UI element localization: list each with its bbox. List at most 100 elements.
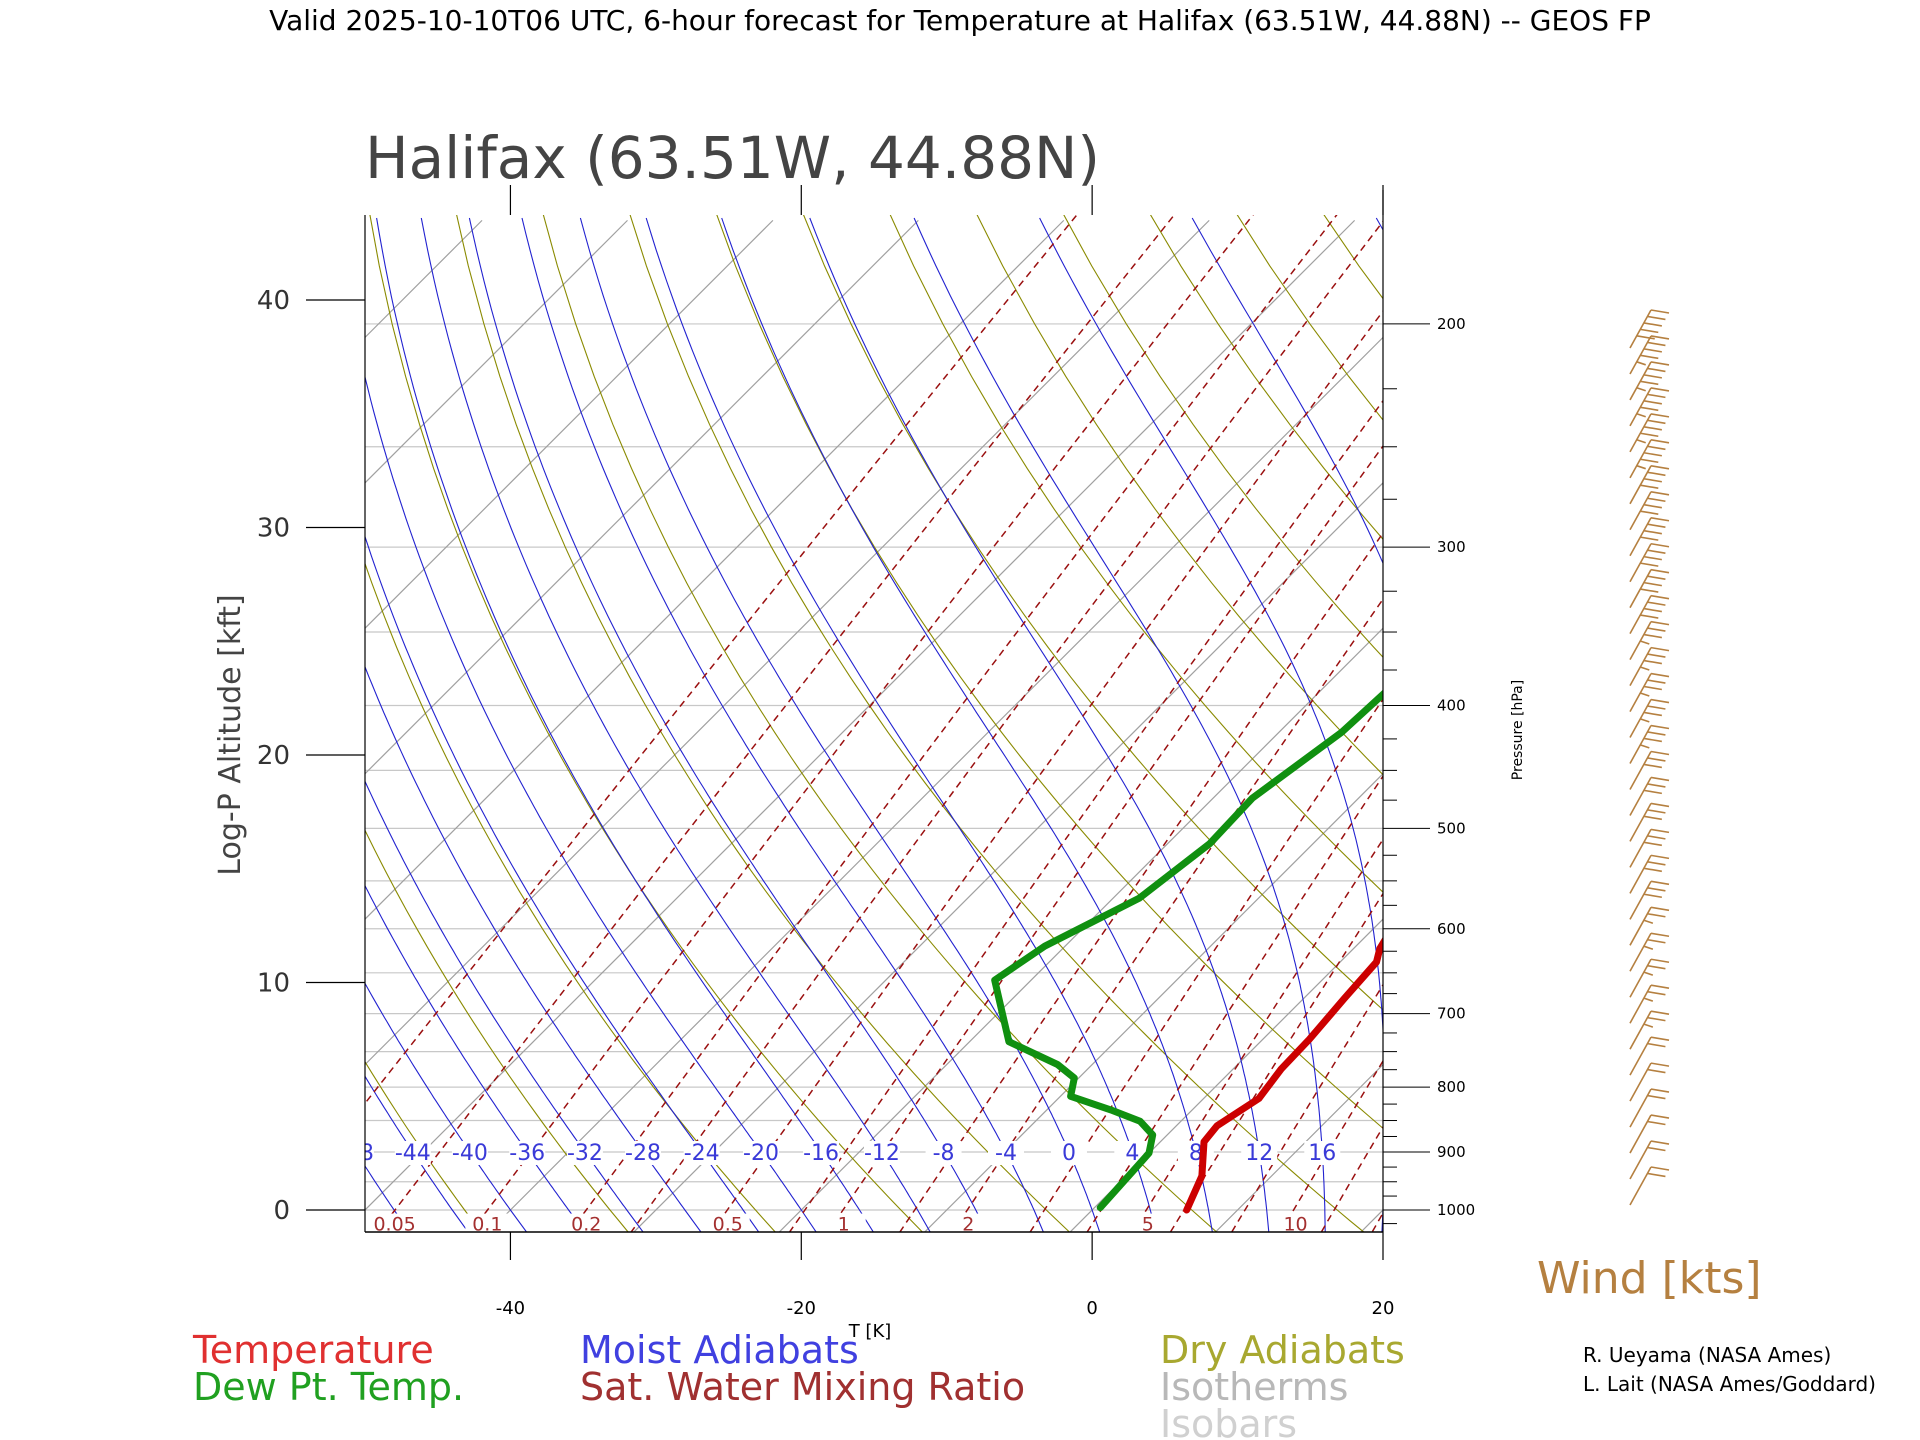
wind-barbs: [1629, 309, 1670, 1206]
wind-barb: [1629, 984, 1670, 1024]
wind-barb: [1629, 1062, 1670, 1102]
dry-adiabat-line: [716, 215, 1383, 1129]
wind-barb-flag: [1643, 426, 1662, 431]
legend-dewpoint: Dew Pt. Temp.: [193, 1365, 464, 1409]
plot-frame: [364, 190, 1384, 1233]
wind-barb-flag: [1647, 1120, 1666, 1126]
pressure-tick-label: 600: [1437, 920, 1466, 938]
wind-barb-flag: [1647, 445, 1666, 451]
wind-barb-flag: [1643, 477, 1662, 483]
isotherm-line: [365, 219, 919, 775]
wind-barb: [1629, 906, 1670, 946]
pressure-tick-label: 400: [1437, 697, 1466, 715]
y-tick-label: 10: [257, 969, 290, 999]
wind-barb-flag: [1647, 679, 1666, 684]
moist-label-bg: [1050, 1140, 1087, 1165]
wind-barb-flag: [1650, 802, 1670, 808]
moist-label-bg: [683, 1140, 720, 1165]
wind-barb-flag: [1643, 919, 1654, 924]
dry-adiabat-line: [456, 215, 1071, 1232]
mixing-ratio-line: [1230, 983, 1383, 1232]
wind-barb-flag: [1650, 698, 1670, 704]
moist-label-bg: [1241, 1140, 1278, 1165]
mixing-label-bg: [946, 1213, 991, 1232]
wind-barb-flag: [1650, 724, 1670, 730]
wind-barb-flag: [1647, 315, 1666, 321]
wind-barb: [1629, 568, 1670, 609]
moist-label-bg: [625, 1140, 662, 1165]
wind-barb-flag: [1650, 1166, 1670, 1171]
credit-line-2: L. Lait (NASA Ames/Goddard): [1583, 1372, 1876, 1396]
pressure-tick-label: 1000: [1437, 1201, 1475, 1219]
wind-barb: [1629, 802, 1670, 842]
mixing-ratio-label: 0.5: [713, 1214, 743, 1236]
moist-adiabat-label: -48: [338, 1141, 374, 1166]
wind-barb-flag: [1647, 990, 1666, 996]
wind-barb: [1629, 854, 1670, 894]
moist-adiabat-label: 16: [1308, 1141, 1336, 1166]
wind-barb-flag: [1643, 348, 1662, 353]
moist-label-bg: [803, 1140, 840, 1165]
wind-barb-flag: [1647, 835, 1666, 840]
moist-adiabat-line: [365, 884, 586, 1232]
pressure-tick-label: 500: [1437, 819, 1466, 837]
wind-barb: [1629, 828, 1670, 868]
wind-barb-flag: [1643, 581, 1662, 587]
moist-label-bg: [1177, 1140, 1214, 1165]
wind-barb-flag: [1650, 542, 1670, 548]
mixing-ratio-label: 1: [838, 1214, 850, 1236]
isotherm-line: [0, 220, 191, 1235]
mixing-ratio-label: 0.2: [571, 1214, 601, 1236]
moist-adiabat-label: -36: [509, 1141, 545, 1166]
mixing-ratio-line: [899, 531, 1383, 1232]
moist-adiabat-labels: -48 -44 -40 -36 -32 -28 -24 -20 -16 -12 -8 -4 0 4 8 12 1…: [338, 1140, 1341, 1166]
wind-barb-flag: [1643, 815, 1662, 821]
mixing-ratio-line: [1029, 697, 1383, 1232]
moist-adiabat-line: [645, 217, 1157, 1232]
wind-barb-flag: [1650, 906, 1670, 912]
dry-adiabat-line: [889, 215, 1383, 893]
wind-barb-flag: [1647, 783, 1666, 788]
moist-adiabat-label: -12: [864, 1141, 900, 1166]
moist-adiabat-line: [365, 534, 760, 1232]
wind-barb-flag: [1650, 594, 1670, 600]
y-tick-label: 40: [257, 286, 290, 316]
wind-barb: [1629, 542, 1670, 583]
legend-isobars: Isobars: [1160, 1402, 1297, 1440]
wind-barb-flag: [1650, 854, 1670, 860]
dry-adiabat-line: [1063, 215, 1383, 658]
dry-adiabat-line: [365, 1060, 482, 1232]
wind-barb-flag: [1643, 945, 1654, 950]
mixing-ratio-label: 10: [1283, 1214, 1307, 1236]
dry-adiabat-line: [1745, 201, 1920, 1252]
dry-adiabat-line: [1659, 201, 1920, 1252]
isotherm-line: [0, 220, 46, 1235]
wind-barb-flag: [1650, 387, 1670, 392]
wind-barb: [1629, 439, 1670, 479]
wind-barb-flag: [1636, 361, 1646, 366]
wind-barb: [1629, 335, 1670, 375]
mixing-ratio-line: [470, 215, 1254, 1232]
wind-barb-flag: [1643, 555, 1662, 561]
dry-adiabat-line: [1831, 201, 1920, 1252]
wind-barb: [1629, 698, 1670, 738]
moist-adiabat-line: [521, 217, 1044, 1232]
wind-barb-flag: [1640, 484, 1659, 489]
dry-adiabat-line: [365, 829, 629, 1232]
wind-barb-flag: [1643, 659, 1662, 665]
wind-barb-flag: [1643, 841, 1662, 847]
moist-adiabat-line: [376, 217, 874, 1232]
wind-barb-flag: [1640, 640, 1650, 645]
pressure-tick-label: 200: [1437, 315, 1466, 333]
mixing-ratio-label: 0.1: [472, 1214, 502, 1236]
wind-barb-flag: [1647, 1016, 1666, 1022]
wind-barb-flag: [1640, 536, 1659, 541]
header-title: Valid 2025-10-10T06 UTC, 6-hour forecast…: [269, 4, 1651, 37]
wind-barb-flag: [1640, 614, 1659, 619]
y-tick-label: 30: [257, 514, 290, 544]
credit-line-1: R. Ueyama (NASA Ames): [1583, 1343, 1831, 1367]
moist-adiabat-line: [39, 218, 368, 1257]
wind-barb-flag: [1650, 335, 1670, 340]
moist-adiabat-label: -24: [684, 1141, 720, 1166]
wind-barb-flag: [1640, 718, 1650, 723]
